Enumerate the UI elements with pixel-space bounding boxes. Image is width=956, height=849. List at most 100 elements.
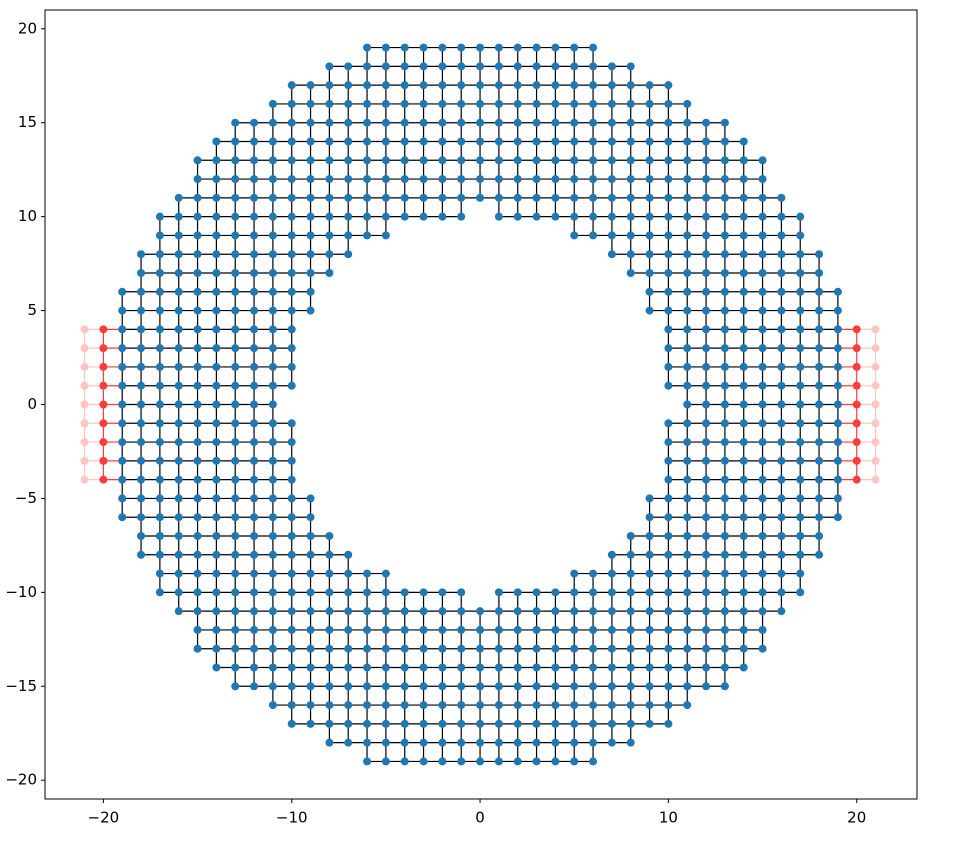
node xyxy=(306,175,315,184)
node xyxy=(739,438,748,447)
node xyxy=(739,607,748,616)
node xyxy=(381,569,390,578)
node xyxy=(551,607,560,616)
node xyxy=(570,175,579,184)
node xyxy=(702,306,711,315)
node xyxy=(758,193,767,202)
node xyxy=(683,212,692,221)
node xyxy=(607,250,616,259)
node xyxy=(193,419,202,428)
node xyxy=(645,607,654,616)
node xyxy=(268,212,277,221)
node xyxy=(513,625,522,634)
node xyxy=(250,137,259,146)
node xyxy=(287,344,296,353)
node xyxy=(664,644,673,653)
node xyxy=(400,625,409,634)
node xyxy=(607,99,616,108)
node xyxy=(626,738,635,747)
node xyxy=(532,607,541,616)
node xyxy=(683,532,692,540)
node xyxy=(494,588,503,597)
node xyxy=(268,231,277,240)
node xyxy=(363,137,372,146)
node xyxy=(306,306,315,315)
node xyxy=(476,663,485,672)
node xyxy=(476,43,485,52)
node xyxy=(400,118,409,127)
node xyxy=(664,325,673,334)
node xyxy=(419,137,428,146)
node xyxy=(325,175,334,184)
node xyxy=(645,644,654,653)
node xyxy=(306,269,315,277)
node xyxy=(739,513,748,522)
node xyxy=(833,325,842,334)
node xyxy=(137,381,146,390)
node xyxy=(513,588,522,597)
node xyxy=(758,250,767,259)
node xyxy=(457,81,466,90)
node xyxy=(287,607,296,616)
node xyxy=(174,607,183,616)
node xyxy=(287,550,296,559)
node xyxy=(268,701,277,710)
node xyxy=(702,344,711,353)
node xyxy=(645,212,654,221)
node xyxy=(683,663,692,672)
node xyxy=(664,550,673,559)
node xyxy=(664,419,673,428)
node xyxy=(155,362,164,371)
node xyxy=(268,137,277,146)
node xyxy=(325,569,334,578)
node xyxy=(683,193,692,202)
node xyxy=(457,156,466,165)
node xyxy=(174,475,183,484)
node xyxy=(758,419,767,428)
node xyxy=(513,118,522,127)
node xyxy=(532,156,541,165)
node xyxy=(381,757,390,766)
node xyxy=(833,344,842,353)
node xyxy=(739,250,748,259)
node xyxy=(777,344,786,353)
node xyxy=(777,494,786,503)
node xyxy=(231,438,240,447)
node xyxy=(720,494,729,503)
node xyxy=(457,719,466,728)
node xyxy=(758,269,767,277)
node xyxy=(212,494,221,503)
node xyxy=(457,644,466,653)
node xyxy=(683,588,692,597)
node xyxy=(607,682,616,691)
node xyxy=(438,738,447,747)
node xyxy=(118,513,127,522)
node xyxy=(325,81,334,90)
node xyxy=(212,475,221,484)
node xyxy=(720,193,729,202)
node xyxy=(758,532,767,540)
node xyxy=(683,250,692,259)
node xyxy=(193,175,202,184)
node xyxy=(212,156,221,165)
node xyxy=(626,701,635,710)
node xyxy=(118,419,127,428)
node xyxy=(570,569,579,578)
node xyxy=(457,193,466,202)
node xyxy=(645,137,654,146)
node xyxy=(683,607,692,616)
node xyxy=(268,682,277,691)
node xyxy=(287,701,296,710)
node xyxy=(720,381,729,390)
node xyxy=(589,137,598,146)
x-tick-label: −20 xyxy=(88,809,120,827)
node xyxy=(250,682,259,691)
node xyxy=(137,475,146,484)
node xyxy=(155,212,164,221)
node xyxy=(683,269,692,277)
node xyxy=(607,231,616,240)
node xyxy=(363,625,372,634)
node xyxy=(796,475,805,484)
node xyxy=(702,419,711,428)
node xyxy=(589,212,598,221)
